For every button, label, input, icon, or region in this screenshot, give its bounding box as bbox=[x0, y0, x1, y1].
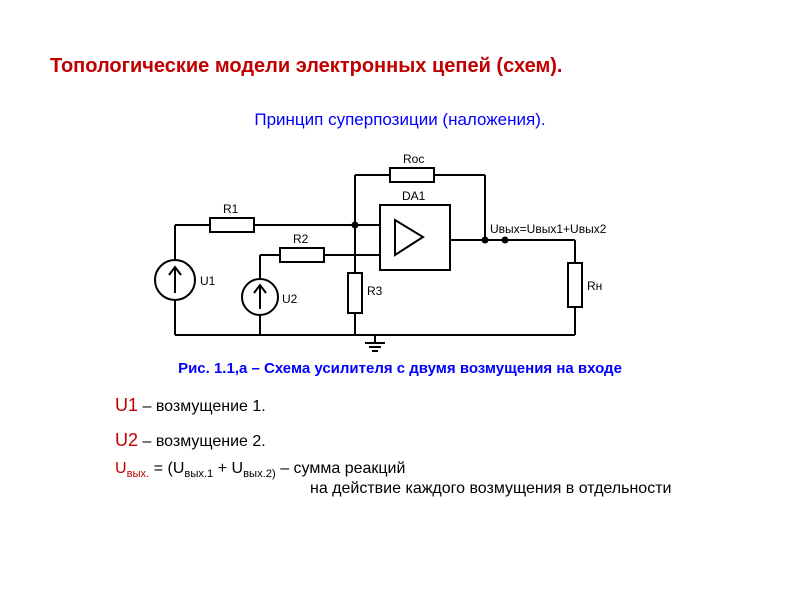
label-r3: R3 bbox=[367, 284, 383, 298]
sum-rhs: – сумма реакций bbox=[280, 460, 405, 477]
line-u2: U2 – возмущение 2. bbox=[115, 430, 266, 451]
sum-lhs-u: U bbox=[115, 460, 127, 477]
cont-text: на действие каждого возмущения в отдельн… bbox=[310, 480, 671, 497]
subtitle-text: Принцип суперпозиции (наложения). bbox=[254, 110, 545, 129]
circuit-svg: Roc R1 R2 R3 DA1 U1 U2 Rн Uвых=Uвых1+Uвы… bbox=[145, 145, 645, 355]
u2-symbol: U2 bbox=[115, 430, 138, 450]
page-title: Топологические модели электронных цепей … bbox=[50, 55, 562, 78]
sum-lhs: Uвых. bbox=[115, 460, 154, 477]
sum-eq: = (U bbox=[154, 460, 185, 477]
u1-symbol: U1 bbox=[115, 395, 138, 415]
sum-p1sub: вых.1 bbox=[184, 468, 213, 480]
line-continuation: на действие каждого возмущения в отдельн… bbox=[310, 480, 671, 498]
label-u1: U1 bbox=[200, 274, 216, 288]
u2-text: – возмущение 2. bbox=[142, 433, 265, 450]
sum-p2sub: вых.2) bbox=[243, 468, 276, 480]
u1-text: – возмущение 1. bbox=[142, 398, 265, 415]
label-r2: R2 bbox=[293, 232, 309, 246]
line-sum: Uвых. = (Uвых.1 + Uвых.2) – сумма реакци… bbox=[115, 460, 405, 480]
line-u1: U1 – возмущение 1. bbox=[115, 395, 266, 416]
label-da1: DA1 bbox=[402, 189, 426, 203]
label-rn: Rн bbox=[587, 279, 602, 293]
circuit-diagram: Roc R1 R2 R3 DA1 U1 U2 Rн Uвых=Uвых1+Uвы… bbox=[145, 145, 645, 355]
label-r1: R1 bbox=[223, 202, 239, 216]
subtitle: Принцип суперпозиции (наложения). bbox=[0, 110, 800, 130]
label-out: Uвых=Uвых1+Uвых2 bbox=[490, 222, 607, 236]
label-u2: U2 bbox=[282, 292, 298, 306]
figure-caption: Рис. 1.1,а – Схема усилителя с двумя воз… bbox=[0, 360, 800, 377]
sum-body: = (Uвых.1 + Uвых.2) – сумма реакций bbox=[154, 460, 406, 477]
caption-text: Рис. 1.1,а – Схема усилителя с двумя воз… bbox=[178, 360, 622, 377]
sum-lhs-sub: вых. bbox=[127, 468, 150, 480]
label-roc: Roc bbox=[403, 152, 424, 166]
sum-plus: + U bbox=[218, 460, 243, 477]
title-text: Топологические модели электронных цепей … bbox=[50, 55, 562, 77]
